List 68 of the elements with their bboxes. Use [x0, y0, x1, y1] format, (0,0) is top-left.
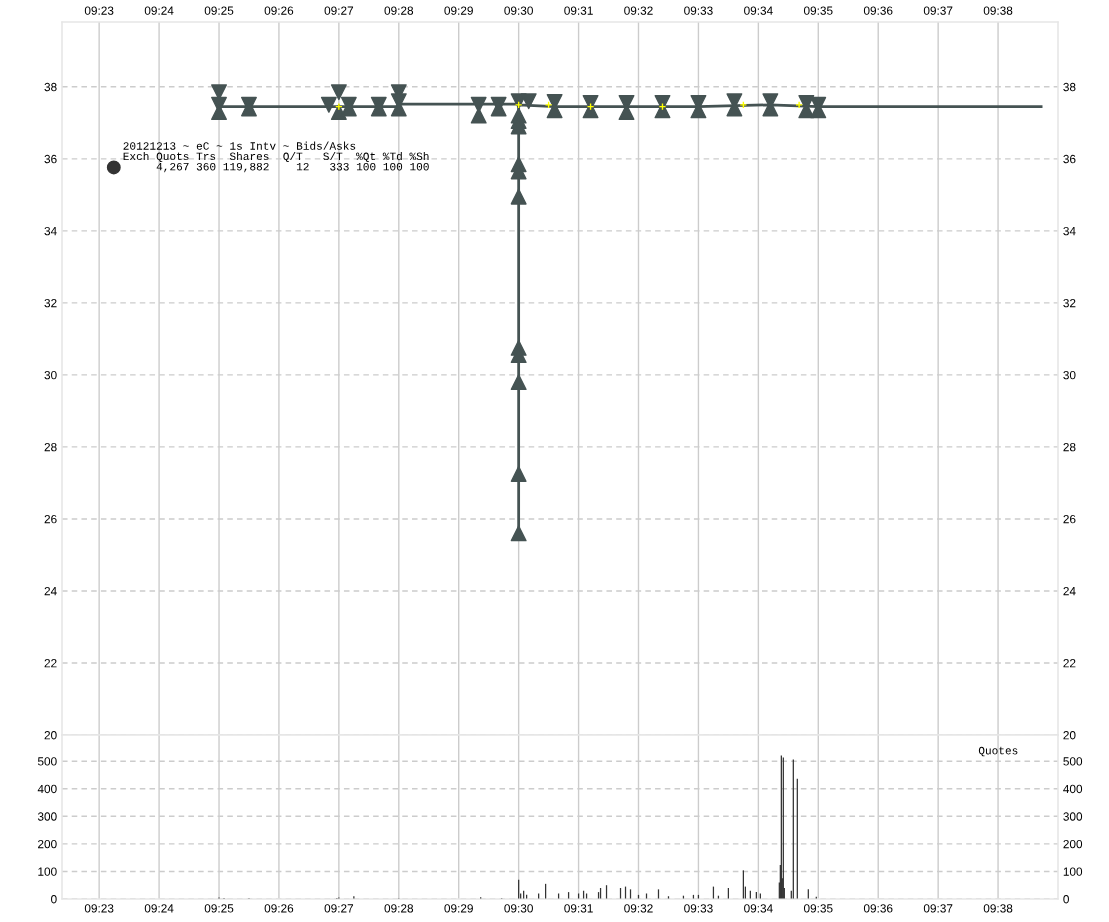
y2-tick-label: 100 [1063, 867, 1083, 876]
x-tick-label: 09:34 [744, 6, 773, 15]
annotation: 20121213 ~ eC ~ 1s Intv ~ Bids/Asks [123, 141, 356, 150]
x-tick-label: 09:38 [983, 6, 1013, 15]
y2-tick-label: 300 [1063, 812, 1083, 821]
x-tick-label: 09:32 [624, 904, 653, 913]
y-tick-label: 500 [37, 757, 57, 766]
x-tick-label: 09:37 [923, 6, 953, 15]
y2-tick-label: 500 [1063, 757, 1083, 766]
y-tick-label: 200 [38, 839, 57, 849]
y-tick-label: 0 [51, 895, 57, 904]
y-tick-label: 34 [44, 226, 57, 236]
x-tick-label: 09:30 [504, 6, 533, 15]
x-tick-label: 09:38 [983, 904, 1013, 913]
y-tick-label: 28 [44, 442, 57, 452]
y-tick-label: 22 [44, 659, 57, 668]
y2-tick-label: 22 [1063, 659, 1076, 668]
x-tick-label: 09:27 [324, 6, 354, 15]
y2-tick-label: 200 [1063, 839, 1083, 849]
y-tick-label: 26 [44, 514, 57, 524]
x-tick-label: 09:25 [204, 904, 234, 913]
annotation: Quotes [978, 746, 1018, 757]
x-tick-label: 09:35 [803, 904, 833, 913]
y-tick-label: 24 [44, 586, 57, 596]
y2-tick-label: 38 [1063, 82, 1076, 92]
y-tick-label: 400 [37, 784, 57, 794]
x-tick-label: 09:25 [204, 6, 234, 15]
y-tick-label: 20 [44, 731, 57, 740]
y2-tick-label: 28 [1063, 442, 1076, 452]
x-tick-label: 09:24 [144, 6, 174, 15]
x-tick-label: 09:35 [803, 6, 833, 15]
y-tick-label: 100 [38, 867, 57, 876]
y2-tick-label: 32 [1063, 298, 1076, 308]
y-tick-label: 32 [44, 298, 57, 308]
x-tick-label: 09:29 [444, 6, 473, 15]
annotation: Exch Quots Trs Shares Q/T S/T %Qt %Td %Sh [123, 151, 429, 163]
y2-tick-label: 36 [1063, 154, 1076, 164]
y2-tick-label: 30 [1063, 370, 1076, 380]
y2-tick-label: 24 [1063, 586, 1076, 596]
x-tick-label: 09:26 [264, 6, 294, 15]
x-tick-label: 09:27 [324, 904, 354, 913]
x-tick-label: 09:23 [84, 904, 114, 913]
y2-tick-label: 0 [1063, 895, 1069, 904]
x-tick-label: 09:28 [384, 904, 414, 913]
x-tick-label: 09:29 [444, 904, 473, 913]
x-tick-label: 09:33 [684, 904, 713, 913]
x-tick-label: 09:24 [144, 904, 174, 913]
x-tick-label: 09:26 [264, 904, 294, 913]
y-tick-label: 36 [44, 154, 57, 164]
x-tick-label: 09:31 [564, 904, 593, 913]
x-tick-label: 09:36 [863, 904, 893, 913]
x-tick-label: 09:34 [744, 904, 773, 913]
x-tick-label: 09:28 [384, 6, 414, 15]
y2-tick-label: 34 [1063, 226, 1076, 236]
y-tick-label: 38 [44, 82, 57, 92]
x-tick-label: 09:33 [684, 6, 713, 15]
x-tick-label: 09:31 [564, 6, 593, 15]
x-tick-label: 09:32 [624, 6, 653, 15]
y2-tick-label: 400 [1063, 784, 1083, 794]
x-tick-label: 09:36 [863, 6, 893, 15]
x-tick-label: 09:30 [504, 904, 533, 913]
y-tick-label: 300 [37, 812, 57, 821]
y2-tick-label: 26 [1063, 514, 1076, 524]
x-tick-label: 09:37 [923, 904, 953, 913]
y-tick-label: 30 [44, 370, 57, 380]
y2-tick-label: 20 [1063, 731, 1076, 740]
annotation: 4,267 360 119,882 12 333 100 100 100 [156, 162, 429, 173]
x-tick-label: 09:23 [84, 6, 114, 15]
